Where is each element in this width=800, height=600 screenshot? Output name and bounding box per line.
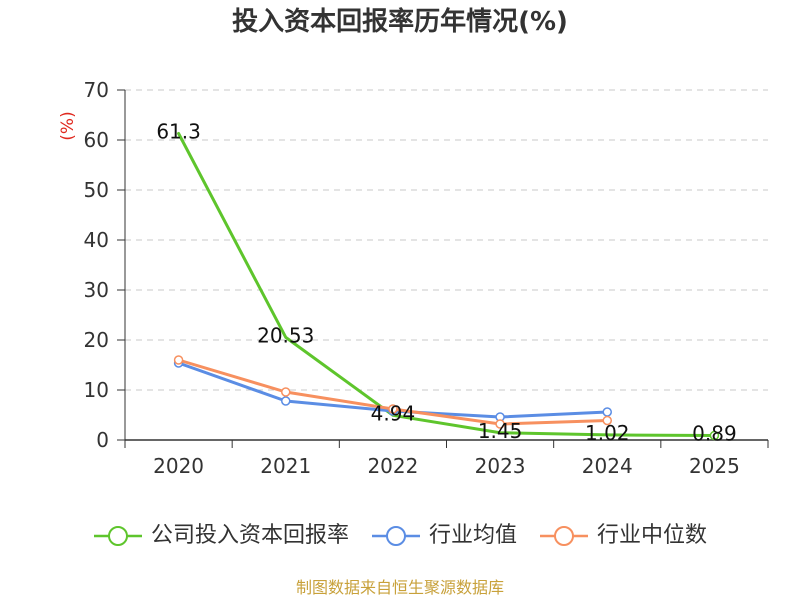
legend-marker-industry-median [540,526,588,546]
grid-layer [125,89,768,391]
data-point-company [709,430,720,441]
data-point-industry-median [495,419,505,429]
y-tick-label: 40 [84,228,109,252]
x-tick-label: 2020 [153,454,204,478]
x-tick-label: 2023 [475,454,526,478]
legend-marker-industry-mean [371,526,420,546]
y-tick-label: 0 [96,428,109,452]
data-point-industry-median [281,387,291,397]
y-tick-label: 20 [84,328,109,352]
data-label-company: 0.89 [692,422,737,446]
data-point-industry-median [388,404,398,414]
legend-marker-company [93,526,142,546]
chart-title: 投入资本回报率历年情况(%) [232,7,568,37]
data-point-industry-median [173,355,184,365]
data-label-company: 1.45 [478,419,523,443]
y-axis-title: (%) [58,111,78,140]
legend-item-industry-median[interactable]: 行业中位数 [539,520,707,552]
series-line-company [177,132,716,438]
data-label-company: 20.53 [257,323,314,347]
y-tick-label: 60 [84,128,109,152]
legend-label-company: 公司投入资本回报率 [150,523,349,548]
data-label-company: 1.02 [585,421,630,445]
legend-item-company[interactable]: 公司投入资本回报率 [93,520,349,552]
data-label-company: 4.94 [371,401,416,425]
y-tick-label: 10 [84,378,109,402]
y-tick-label: 30 [84,278,109,302]
data-point-industry-mean [281,396,291,406]
legend-label-industry-mean: 行业均值 [428,523,517,548]
legend-item-industry-mean[interactable]: 行业均值 [371,520,517,552]
axis-layer: 0 10 20 30 40 50 60 70 2020 2021 2022 2023 2024 2025 [84,78,769,478]
legend: 公司投入资本回报率 行业均值 行业中位数 [0,520,800,552]
data-source-footer: 制图数据来自恒生聚源数据库 [295,578,504,597]
data-point-industry-median [602,415,612,426]
legend-label-industry-median: 行业中位数 [597,523,708,548]
data-point-industry-mean [602,407,612,417]
x-tick-label: 2025 [689,454,740,478]
data-label-layer: 61.3 20.53 4.94 1.45 1.02 0.89 [156,120,736,446]
x-tick-label: 2021 [260,454,311,478]
x-tick-label: 2024 [582,454,633,478]
y-tick-label: 70 [84,78,109,102]
x-tick-label: 2022 [367,454,418,478]
series-layer [173,132,720,441]
y-tick-label: 50 [84,178,109,202]
data-label-company: 61.3 [156,120,201,144]
